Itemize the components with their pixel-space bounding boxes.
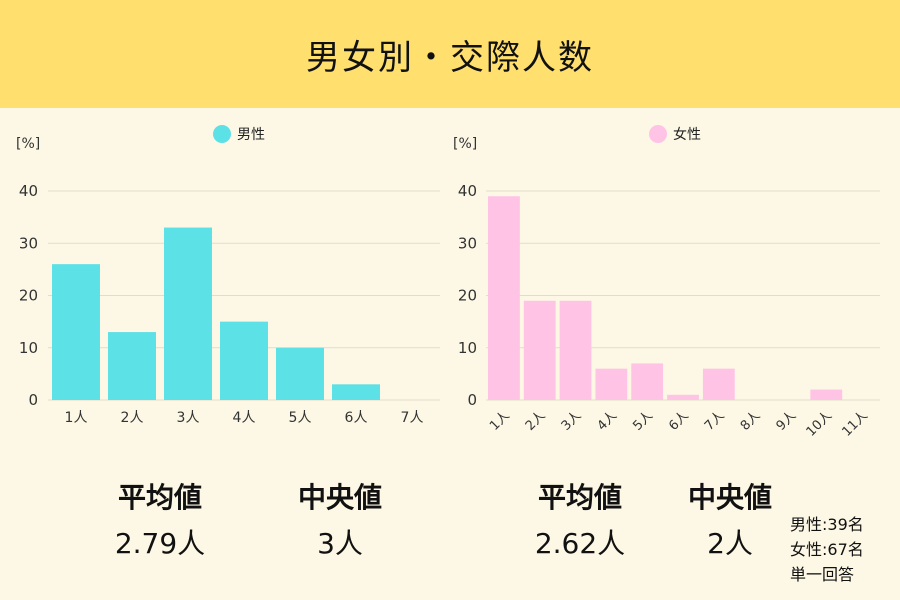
female-median: 中央値 2人	[660, 476, 800, 562]
bar	[595, 368, 628, 400]
x-tick-label: 1人	[65, 410, 88, 426]
x-tick-label: 7人	[401, 410, 424, 426]
female-mean: 平均値 2.62人	[510, 476, 650, 562]
y-tick-label: 20	[458, 287, 477, 305]
female-mean-value: 2.62人	[534, 527, 626, 560]
x-tick-label: 10人	[804, 408, 835, 439]
bar	[488, 196, 520, 400]
female-median-label: 中央値	[687, 481, 772, 514]
bar	[810, 389, 843, 400]
legend-swatch	[213, 125, 231, 143]
bar	[523, 300, 556, 400]
x-tick-label: 6人	[345, 410, 368, 426]
y-tick-label: 30	[19, 234, 38, 252]
y-tick-label: 40	[19, 182, 38, 200]
respondent-notes: 男性:39名 女性:67名 単一回答	[790, 512, 864, 587]
legend-label: 男性	[237, 127, 265, 143]
male-count-note: 男性:39名	[790, 515, 864, 534]
x-tick-label: 8人	[738, 408, 764, 434]
female-chart: [%] 女性 0 10 20 30 40 1人 2人 3人 4人 5人 6人 7人 8人 9人 10人 11人	[453, 125, 880, 440]
y-tick-label: 40	[458, 182, 477, 200]
male-median-value: 3人	[317, 527, 363, 560]
page-title: 男女別・交際人数	[306, 37, 594, 78]
male-median-label: 中央値	[297, 481, 382, 514]
bar	[164, 227, 212, 400]
y-tick-label: 10	[458, 339, 477, 357]
bar	[559, 300, 592, 400]
x-tick-label: 2人	[523, 408, 549, 434]
header-band: 男女別・交際人数	[0, 0, 900, 108]
x-tick-label: 7人	[702, 408, 728, 434]
male-median: 中央値 3人	[270, 476, 410, 562]
bar	[702, 368, 735, 400]
bar	[52, 264, 100, 400]
x-tick-label: 2人	[121, 410, 144, 426]
x-tick-label: 4人	[595, 408, 621, 434]
female-median-value: 2人	[707, 527, 753, 560]
female-mean-label: 平均値	[537, 481, 622, 514]
x-tick-label: 3人	[177, 410, 200, 426]
legend-swatch	[649, 125, 667, 143]
bar	[108, 332, 156, 400]
x-tick-label: 3人	[559, 408, 585, 434]
bar	[631, 363, 664, 400]
female-count-note: 女性:67名	[790, 540, 864, 559]
bar	[220, 321, 268, 400]
y-tick-label: 0	[28, 391, 38, 409]
x-tick-label: 4人	[233, 410, 256, 426]
male-mean-value: 2.79人	[114, 527, 206, 560]
male-chart: [%] 男性 0 10 20 30 40 1人 2人 3人 4人 5人 6人 7人	[16, 125, 440, 426]
legend-label: 女性	[673, 126, 701, 143]
x-tick-label: 5人	[289, 410, 312, 426]
bar	[332, 384, 380, 400]
x-tick-label: 11人	[839, 408, 870, 439]
x-tick-label: 9人	[774, 408, 800, 434]
unit-label: [%]	[453, 136, 477, 152]
y-tick-label: 0	[467, 391, 477, 409]
male-mean-label: 平均値	[117, 481, 202, 514]
x-tick-label: 1人	[487, 408, 513, 434]
male-mean: 平均値 2.79人	[90, 476, 230, 562]
x-tick-label: 5人	[630, 408, 656, 434]
y-tick-label: 10	[19, 339, 38, 357]
unit-label: [%]	[16, 136, 40, 152]
y-tick-label: 30	[458, 234, 477, 252]
y-tick-label: 20	[19, 287, 38, 305]
bar	[276, 347, 324, 400]
answer-type-note: 単一回答	[790, 565, 855, 584]
bar	[667, 394, 699, 400]
x-tick-label: 6人	[666, 408, 692, 434]
